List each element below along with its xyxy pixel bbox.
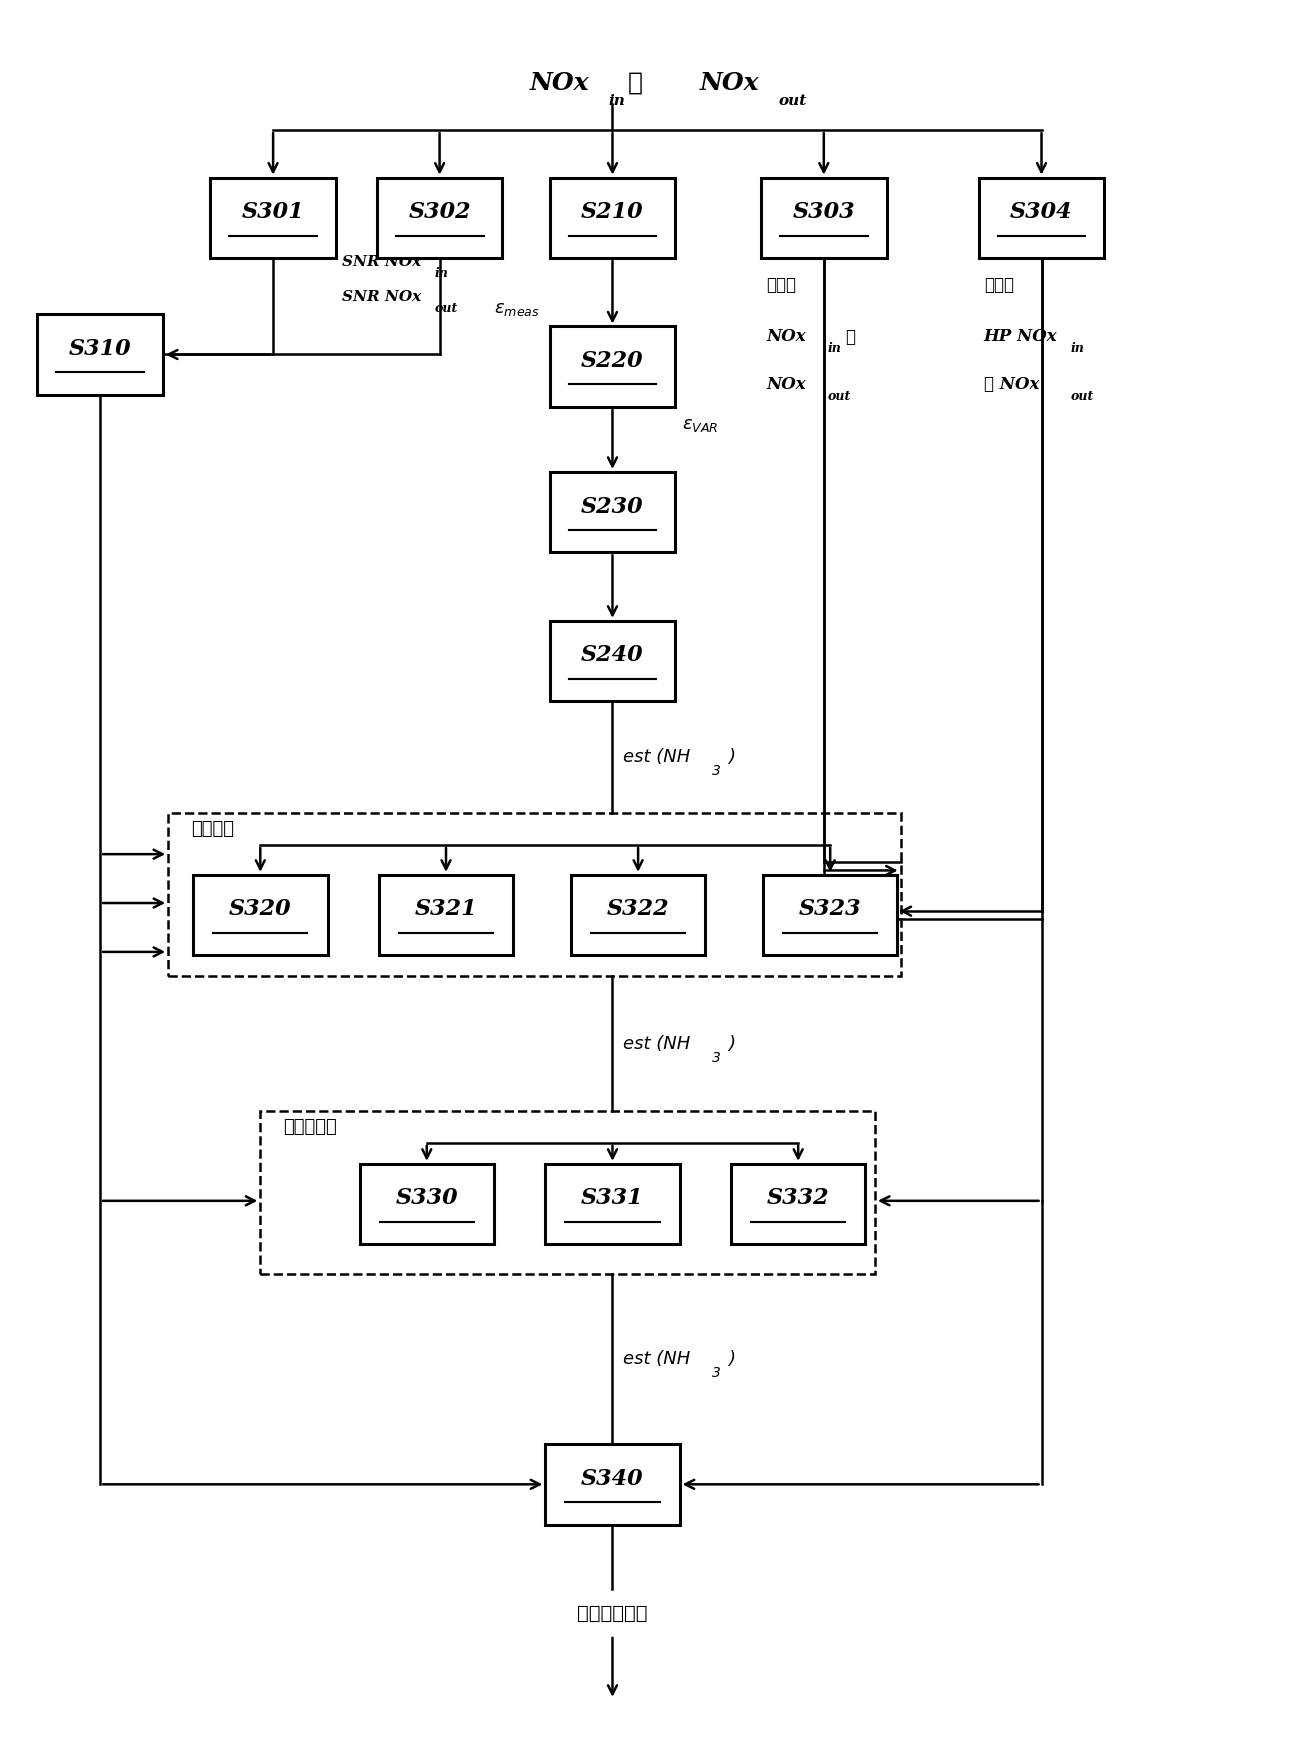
Bar: [763, 875, 897, 956]
Text: in: in: [608, 93, 625, 107]
Bar: [210, 178, 336, 259]
Text: 和: 和: [628, 70, 643, 95]
Text: $\varepsilon_{meas}$: $\varepsilon_{meas}$: [494, 299, 540, 319]
Text: NOx: NOx: [700, 70, 759, 95]
Text: 和 NOx: 和 NOx: [984, 375, 1039, 392]
Bar: [761, 178, 887, 259]
Bar: [545, 1163, 679, 1244]
Text: est (NH: est (NH: [623, 1035, 690, 1052]
Text: SNR NOx: SNR NOx: [343, 290, 422, 304]
Text: out: out: [1071, 389, 1094, 403]
Text: S210: S210: [581, 201, 643, 224]
Text: est (NH: est (NH: [623, 748, 690, 766]
Text: NOx: NOx: [530, 70, 589, 95]
Text: S304: S304: [1011, 201, 1072, 224]
Bar: [168, 813, 901, 977]
Text: HP NOx: HP NOx: [984, 327, 1057, 345]
Bar: [360, 1163, 494, 1244]
Bar: [978, 178, 1105, 259]
Text: out: out: [828, 389, 851, 403]
Text: S332: S332: [767, 1188, 830, 1209]
Bar: [379, 875, 513, 956]
Text: S230: S230: [581, 496, 643, 517]
Bar: [549, 472, 675, 553]
Text: ): ): [728, 1035, 735, 1052]
Text: S340: S340: [581, 1468, 643, 1489]
Text: S310: S310: [68, 338, 131, 359]
Text: 相似度: 相似度: [984, 276, 1014, 294]
Text: in: in: [1071, 341, 1085, 356]
Text: in: in: [828, 341, 842, 356]
Text: S331: S331: [581, 1188, 643, 1209]
Bar: [193, 875, 327, 956]
Text: est (NH: est (NH: [623, 1350, 690, 1368]
Text: S220: S220: [581, 350, 643, 371]
Text: 3: 3: [713, 764, 722, 778]
Text: out: out: [779, 93, 807, 107]
Text: ): ): [728, 1350, 735, 1368]
Bar: [545, 1443, 679, 1524]
Text: S320: S320: [229, 898, 291, 920]
Text: S322: S322: [607, 898, 669, 920]
Text: in: in: [434, 268, 449, 280]
Bar: [549, 326, 675, 407]
Bar: [260, 1111, 875, 1274]
Text: $\varepsilon_{VAR}$: $\varepsilon_{VAR}$: [682, 415, 718, 433]
Text: SNR NOx: SNR NOx: [343, 255, 422, 269]
Bar: [549, 178, 675, 259]
Bar: [571, 875, 705, 956]
Text: 历史检查: 历史检查: [191, 820, 235, 838]
Text: S330: S330: [396, 1188, 458, 1209]
Text: 3: 3: [713, 1051, 722, 1065]
Bar: [731, 1163, 865, 1244]
Text: 隶属度函数: 隶属度函数: [284, 1118, 338, 1137]
Bar: [376, 178, 503, 259]
Text: 相似度: 相似度: [766, 276, 797, 294]
Text: S321: S321: [415, 898, 477, 920]
Text: S302: S302: [409, 201, 470, 224]
Text: out: out: [434, 303, 458, 315]
Text: 和: 和: [846, 327, 856, 347]
Text: NOx: NOx: [766, 375, 806, 392]
Text: 3: 3: [713, 1366, 722, 1380]
Text: NOx: NOx: [766, 327, 806, 345]
Bar: [549, 621, 675, 700]
Text: 减少给料标记: 减少给料标记: [577, 1603, 648, 1623]
Bar: [37, 315, 162, 394]
Text: S240: S240: [581, 644, 643, 667]
Text: S301: S301: [242, 201, 304, 224]
Text: S323: S323: [799, 898, 861, 920]
Text: ): ): [728, 748, 735, 766]
Text: S303: S303: [793, 201, 855, 224]
